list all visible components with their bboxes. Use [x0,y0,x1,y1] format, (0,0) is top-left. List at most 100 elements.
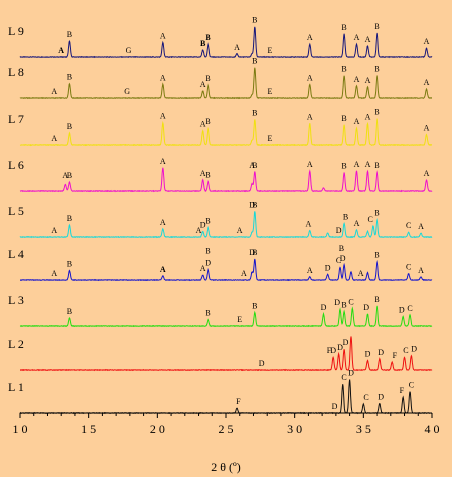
series-name: L 9 [8,24,24,38]
peak-label: G [124,87,130,96]
peak-label: D [378,348,384,357]
x-tick-label: 3 0 [287,422,302,436]
peak-label: B [205,117,210,126]
peak-label: A [160,32,166,41]
peak-label: B [67,30,72,39]
x-tick-label: 2 0 [150,422,165,436]
x-tick-label: 2 5 [219,422,234,436]
peak-label: A [51,269,57,278]
peak-label: B [343,212,348,221]
peak-label: D [200,220,206,229]
peak-label: B [205,216,210,225]
peak-label: A [306,220,312,229]
peak-label: A [51,87,57,96]
series-name: L 2 [8,337,24,351]
series-name: L 4 [8,247,24,261]
x-axis-title: 2 θ (º) [211,460,240,474]
peak-label: A [196,226,202,235]
peak-label: B [67,214,72,223]
peak-label: A [160,218,166,227]
peak-label: B [67,259,72,268]
peak-label: F [400,386,405,395]
peak-label: A [424,78,430,87]
peak-label: C [406,221,411,230]
peak-label: B [67,122,72,131]
peak-label: B [252,57,257,66]
series-line [19,167,433,193]
peak-label: A [354,75,360,84]
peak-label: A [418,266,424,275]
peak-label: B [200,39,206,48]
peak-label: D [337,343,343,352]
peak-label: B [374,22,379,31]
peak-label: B [252,200,257,209]
peak-label: B [374,161,379,170]
peak-label: A [200,80,206,89]
peak-label: B [205,74,210,83]
peak-label: A [249,161,255,170]
peak-label: D [249,248,255,257]
peak-label: B [341,301,346,310]
peak-label: G [126,46,132,55]
peak-label: D [363,303,369,312]
peak-label: A [354,160,360,169]
series-line [19,118,433,147]
peak-label: D [334,298,340,307]
peak-label: A [424,37,430,46]
peak-label: A [358,269,364,278]
x-tick-label: 1 5 [81,422,96,436]
peak-label: C [409,380,414,389]
peak-label: C [403,346,408,355]
peak-label: B [374,251,379,260]
peak-label: A [365,160,371,169]
peak-label: B [205,309,210,318]
peak-label: A [51,226,57,235]
peak-label: C [348,297,353,306]
peak-label: D [336,226,342,235]
peak-label: B [67,171,72,180]
series-line [19,26,433,59]
peak-label: C [407,304,412,313]
peak-label: A [365,76,371,85]
peak-label: B [341,162,346,171]
series-name: L 6 [8,158,24,172]
peak-label: D [411,345,417,354]
peak-label: B [374,65,379,74]
peak-label: B [67,73,72,82]
peak-label: B [341,114,346,123]
peak-label: B [252,108,257,117]
series-name: L 1 [8,380,24,394]
series-line [19,67,432,100]
peak-label: A [160,265,166,274]
peak-label: D [330,346,336,355]
peak-label: C [406,263,411,272]
x-tick-label: 4 0 [425,422,440,436]
peak-label: B [339,244,344,253]
peak-label: E [267,134,272,143]
peak-label: A [234,43,240,52]
peak-label: C [336,256,341,265]
peak-label: D [259,359,265,368]
peak-label: F [327,346,332,355]
series-line [19,336,433,372]
x-tick-labels: 1 0 1 5 2 0 2 5 3 0 3 5 4 0 [13,422,440,436]
peak-label: B [374,295,379,304]
peak-label: A [424,169,430,178]
peak-label: B [341,65,346,74]
peak-label: D [340,254,346,263]
series-line [19,305,433,328]
peak-label: D [205,259,211,268]
peak-label: F [236,397,241,406]
peak-label: A [160,73,166,82]
peak-label: E [267,46,272,55]
peak-label: A [424,124,430,133]
peak-label: A [354,219,360,228]
series-name: L 8 [8,65,24,79]
peak-label: B [374,108,379,117]
peak-label: D [332,402,338,411]
x-axis [19,412,433,418]
peak-label: D [343,338,349,347]
